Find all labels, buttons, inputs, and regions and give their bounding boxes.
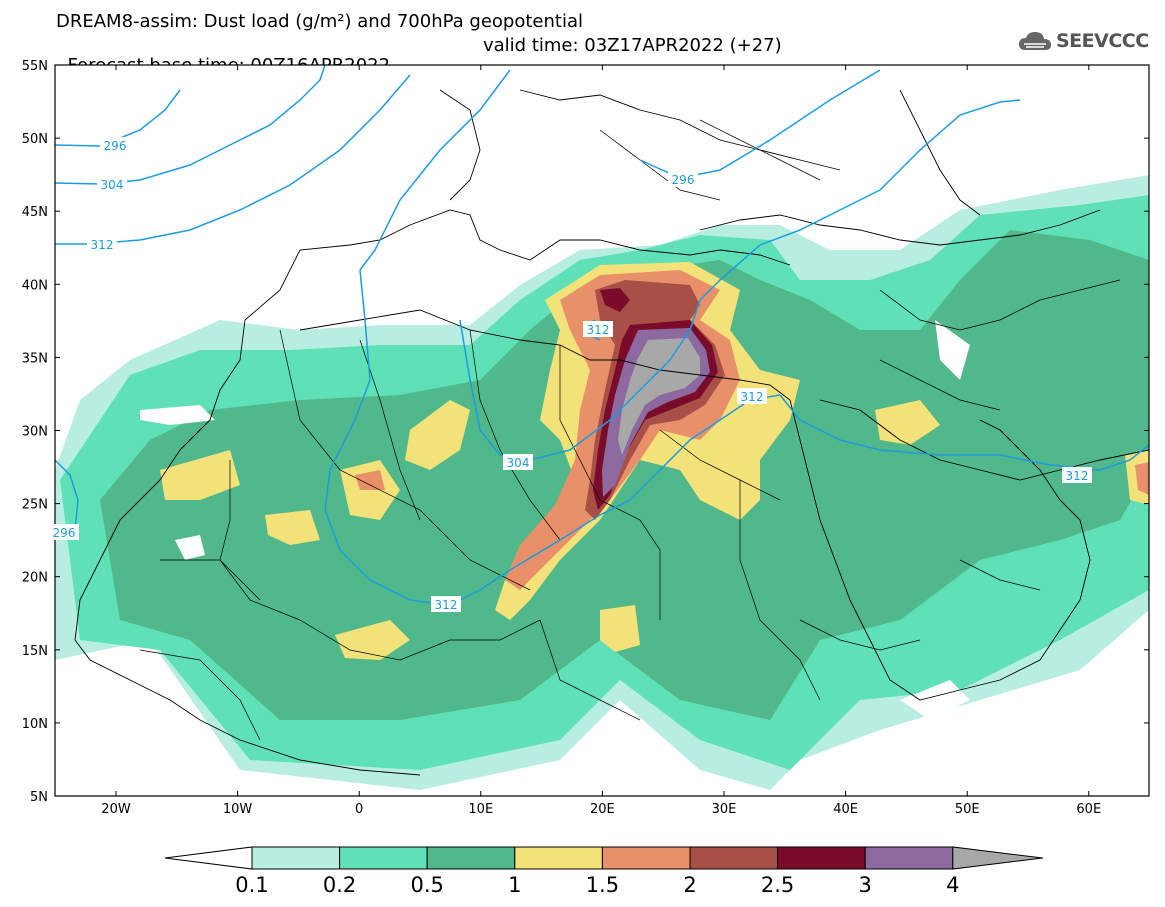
colorbar-label: 1.5 xyxy=(585,873,620,897)
colorbar-label: 4 xyxy=(946,873,960,897)
colorbar-under-arrow xyxy=(164,846,253,870)
colorbar-swatch xyxy=(426,846,516,870)
lon-label: 30E xyxy=(712,802,737,817)
lon-label: 10E xyxy=(468,802,493,817)
svg-text:296: 296 xyxy=(672,173,695,187)
colorbar-swatch xyxy=(689,846,779,870)
colorbar-swatch xyxy=(777,846,866,870)
colorbar-label: 0.2 xyxy=(322,873,357,897)
colorbar-over-arrow xyxy=(952,846,1043,870)
coastlines xyxy=(74,89,1149,776)
lat-label: 50N xyxy=(22,132,48,147)
lat-label: 5N xyxy=(30,790,48,805)
cloud-icon xyxy=(1019,32,1051,50)
lat-label: 35N xyxy=(22,351,48,366)
valid-time: valid time: 03Z17APR2022 (+27) xyxy=(483,35,782,56)
contour-label: 304 xyxy=(503,454,533,470)
lon-label: 0 xyxy=(355,802,363,817)
dust-level-4 xyxy=(618,338,700,455)
lat-label: 55N xyxy=(22,59,48,74)
svg-text:304: 304 xyxy=(101,178,124,192)
dust-field xyxy=(55,65,1149,796)
svg-text:312: 312 xyxy=(741,390,764,404)
colorbar-swatch xyxy=(601,846,691,870)
longitude-labels: 20W 10W 0 10E 20E 30E 40E 50E 60E xyxy=(101,802,1101,817)
lon-label: 60E xyxy=(1076,802,1101,817)
lon-label: 10W xyxy=(223,802,253,817)
lat-label: 30N xyxy=(22,425,48,440)
svg-text:312: 312 xyxy=(435,598,458,612)
svg-text:312: 312 xyxy=(1066,469,1089,483)
colorbar-label: 2 xyxy=(683,873,697,897)
lon-label: 50E xyxy=(955,802,980,817)
contour-label: 296 xyxy=(100,137,130,153)
lat-label: 15N xyxy=(22,644,48,659)
contour-label: 312 xyxy=(431,596,461,612)
contour-label: 296 xyxy=(49,524,79,540)
lat-label: 10N xyxy=(22,717,48,732)
lon-label: 40E xyxy=(833,802,858,817)
country-borders xyxy=(139,119,1121,741)
colorbar-label: 0.1 xyxy=(235,873,269,897)
latitude-labels: 55N 50N 45N 40N 35N 30N 25N 20N 15N 10N 5N xyxy=(22,59,48,805)
contour-labels: 296 304 312 296 296 312 304 312 312 312 xyxy=(49,137,1092,612)
seevccc-logo: SEEVCCC xyxy=(1018,26,1149,56)
lat-label: 45N xyxy=(22,205,48,220)
contour-label: 312 xyxy=(583,321,613,337)
colorbar-label: 1 xyxy=(508,873,522,897)
axis-ticks xyxy=(55,64,1149,797)
svg-text:304: 304 xyxy=(507,456,530,470)
colorbar-swatch xyxy=(339,846,428,870)
contour-label: 312 xyxy=(737,388,767,404)
logo-text: SEEVCCC xyxy=(1056,30,1149,52)
lon-label: 20W xyxy=(101,802,131,817)
lon-label: 20E xyxy=(590,802,615,817)
svg-text:296: 296 xyxy=(104,139,127,153)
colorbar-label: 2.5 xyxy=(760,873,795,897)
contour-label: 312 xyxy=(87,236,117,252)
lat-label: 20N xyxy=(22,571,48,586)
svg-text:312: 312 xyxy=(587,323,610,337)
colorbar xyxy=(164,846,1043,870)
contour-label: 304 xyxy=(97,176,127,192)
colorbar-swatch xyxy=(864,846,954,870)
svg-text:296: 296 xyxy=(53,526,76,540)
colorbar-swatch xyxy=(514,846,603,870)
svg-text:312: 312 xyxy=(91,238,114,252)
contour-label: 296 xyxy=(668,171,698,187)
clear-areas xyxy=(140,320,970,720)
colorbar-label: 0.5 xyxy=(410,873,444,897)
colorbar-swatch xyxy=(251,846,341,870)
lat-label: 25N xyxy=(22,498,48,513)
chart-title: DREAM8-assim: Dust load (g/m²) and 700hP… xyxy=(56,11,583,32)
contour-label: 312 xyxy=(1062,467,1092,483)
lat-label: 40N xyxy=(22,278,48,293)
colorbar-label: 3 xyxy=(858,873,872,897)
